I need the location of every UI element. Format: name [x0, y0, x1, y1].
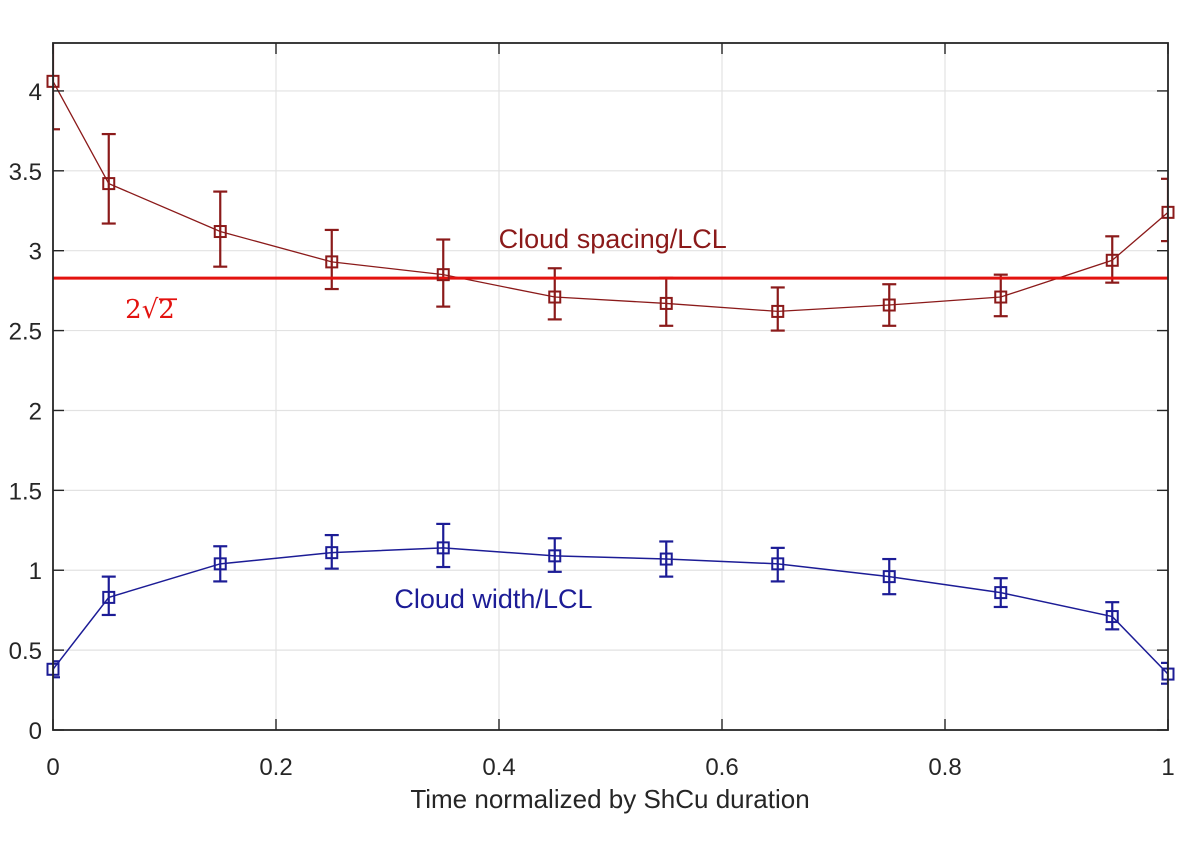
y-tick-label: 3 — [29, 239, 42, 266]
series-line-cloud-spacing — [53, 81, 1168, 313]
data-point-marker — [436, 541, 450, 555]
series-label-cloud-spacing: Cloud spacing/LCL — [499, 224, 727, 254]
series-label-cloud-width: Cloud width/LCL — [394, 584, 592, 614]
x-tick-label: 0.2 — [259, 754, 292, 781]
markers-cloud-spacing — [46, 74, 1175, 318]
data-point-marker — [213, 225, 227, 239]
y-tick-label: 0 — [29, 718, 42, 745]
x-tick-label: 0.4 — [482, 754, 515, 781]
chart-root: 0 0.2 0.4 0.6 0.8 1 0 0.5 1 1.5 2 2.5 3 3.5 4 — [9, 42, 1175, 781]
error-bars-cloud-spacing — [53, 43, 1168, 332]
data-point-marker — [659, 296, 673, 310]
error-bars-cloud-width — [53, 522, 1168, 685]
y-tick-label: 1.5 — [9, 478, 42, 505]
data-point-marker — [102, 177, 116, 191]
data-point-marker — [213, 557, 227, 571]
x-tick-label: 1 — [1161, 754, 1174, 781]
data-point-marker — [325, 546, 339, 560]
tick-marks — [52, 43, 1169, 731]
data-point-marker — [548, 290, 562, 304]
x-tick-label: 0.6 — [705, 754, 738, 781]
data-point-marker — [994, 290, 1008, 304]
axes-box — [52, 42, 1169, 731]
data-point-marker — [882, 570, 896, 584]
y-tick-label: 3.5 — [9, 159, 42, 186]
data-point-marker — [659, 552, 673, 566]
y-tick-label: 2.5 — [9, 319, 42, 346]
y-tick-label: 2 — [29, 398, 42, 425]
data-point-marker — [436, 268, 450, 282]
x-tick-label: 0 — [46, 754, 59, 781]
data-point-marker — [1105, 253, 1119, 267]
data-point-marker — [882, 298, 896, 312]
data-point-marker — [548, 549, 562, 563]
y-tick-label: 0.5 — [9, 638, 42, 665]
reference-line-label: 2√2 — [125, 295, 175, 325]
markers-cloud-width — [46, 541, 1175, 681]
y-tick-label: 1 — [29, 558, 42, 585]
y-tick-label: 4 — [29, 79, 42, 106]
series-line-cloud-width — [53, 547, 1168, 675]
x-tick-label: 0.8 — [928, 754, 961, 781]
data-point-marker — [102, 590, 116, 604]
data-point-marker — [1105, 610, 1119, 624]
data-point-marker — [771, 304, 785, 318]
data-point-marker — [994, 586, 1008, 600]
x-axis-label: Time normalized by ShCu duration — [410, 784, 809, 814]
data-point-marker — [325, 255, 339, 269]
data-point-marker — [771, 557, 785, 571]
